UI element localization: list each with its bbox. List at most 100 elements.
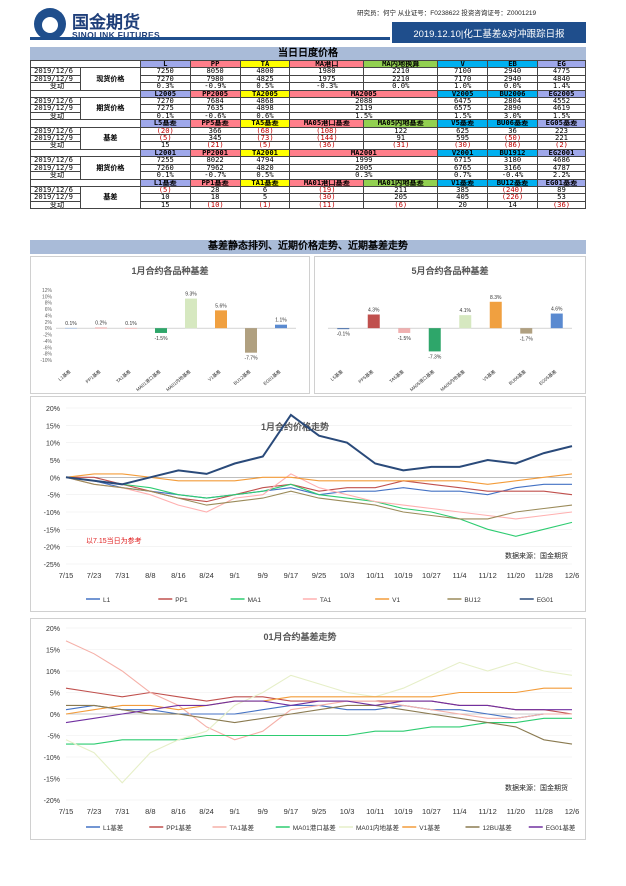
legend-label: MA01港口基差	[293, 823, 336, 832]
bar-6	[245, 328, 257, 353]
table-header-cell: V2001	[437, 148, 489, 158]
y-tick-label: -4%	[43, 339, 52, 345]
table-cell: 2119	[289, 104, 439, 113]
y-tick-label: 12%	[42, 288, 53, 294]
table-cell: 223	[536, 126, 587, 136]
table-cell: 3.0%	[487, 111, 538, 121]
x-tick-label: 10/19	[394, 571, 413, 580]
table-header-cell: TA2005	[239, 89, 291, 99]
y-tick-label: 5%	[50, 691, 60, 698]
table-cell: 7980	[189, 74, 241, 84]
legend-label: TA1	[320, 597, 332, 604]
table-cell: 7170	[437, 74, 489, 84]
table-header-cell: L2005	[139, 89, 191, 99]
y-tick-label: 0%	[45, 326, 53, 332]
x-tick-label: 9/25	[312, 571, 327, 580]
x-tick-label: 7/23	[87, 807, 102, 816]
title-bar-line	[30, 37, 390, 40]
table-cell: 0.1%	[139, 171, 191, 180]
table-cell: 7100	[437, 67, 489, 76]
series-line-5	[65, 687, 572, 715]
table-header-cell: BU12基差	[487, 178, 538, 187]
y-tick-label: 4%	[45, 313, 53, 319]
chart-may-basis-svg: 5月合约各品种基差-0.1%L5基差4.3%PP5基差-1.5%TA5基差-7.…	[314, 256, 586, 394]
table-header-cell: TA5基差	[239, 119, 291, 128]
table-header-cell: PP2001	[189, 148, 241, 158]
table-cell: 0.1%	[139, 111, 191, 121]
table-cell: 6765	[437, 163, 489, 173]
table-cell: (5)	[139, 185, 191, 195]
bar-7	[550, 313, 563, 329]
table-cell: 2088	[289, 97, 439, 106]
table-cell: 1999	[289, 156, 439, 165]
table-header-cell: PP5基差	[189, 119, 241, 128]
table-cell: (108)	[289, 126, 365, 136]
table-cell: (5)	[239, 141, 291, 150]
y-tick-label: -6%	[43, 345, 52, 351]
table-cell: 8050	[189, 67, 241, 76]
table-cell: (240)	[487, 185, 538, 195]
table-cell: 7684	[189, 97, 241, 106]
row-date: 2019/12/9	[30, 134, 81, 143]
table-cell: 18	[189, 193, 241, 202]
table-cell: 6715	[437, 156, 489, 165]
table-header-cell: BU2006	[487, 89, 538, 99]
row-date: 2019/12/6	[30, 185, 81, 195]
company-logo: 国金期货 SINOLINK FUTURES	[34, 6, 184, 42]
table-cell: (50)	[487, 134, 538, 143]
bar-3	[428, 328, 441, 352]
chart-frame	[314, 256, 586, 394]
row-date: 变动	[30, 171, 81, 180]
chart-jan-price-trend: 20% 15% 10% 5% 0% -5% -10% -15% -20% -25% 7/15 7/23…	[30, 396, 586, 612]
table-cell: 2005	[289, 163, 439, 173]
table-row: 变动 0.3% -0.9% 0.5% -0.3% 0.0% 1.0% 0.0% 1.4%	[30, 82, 587, 91]
bar-value-label: 0.2%	[95, 321, 107, 327]
table-cell: (2)	[536, 141, 587, 150]
table-row: 变动 15 (21) (5) (36) (31) (30) (86) (2)	[30, 141, 587, 150]
legend-label: EG01基差	[546, 823, 576, 832]
table-header-cell: L	[139, 59, 191, 69]
table-header-cell: EG01基差	[536, 178, 587, 187]
table-cell: 2940	[487, 67, 538, 76]
x-tick-label: 11/28	[535, 807, 553, 816]
x-tick-label: 12/6	[565, 571, 580, 580]
table-cell: 0.7%	[437, 171, 489, 180]
table-cell: 7260	[139, 163, 191, 173]
legend-label: PP1基差	[166, 823, 192, 832]
table-header-cell: BU1912	[487, 148, 538, 158]
table-header-cell: MA01内地基差	[363, 178, 439, 187]
table-cell: 385	[437, 185, 489, 195]
row-date: 2019/12/6	[30, 126, 81, 136]
x-tick-label: 10/19	[394, 807, 413, 816]
table-cell: 366	[189, 126, 241, 136]
series-line-5	[65, 476, 573, 520]
x-tick-label: 11/4	[453, 807, 467, 816]
table-cell: 7255	[139, 156, 191, 165]
table-cell: (31)	[363, 141, 439, 150]
table-cell: 3166	[487, 163, 538, 173]
x-tick-label: 11/12	[479, 807, 497, 816]
row-date: 2019/12/6	[30, 156, 81, 165]
bar-4	[459, 315, 472, 329]
x-tick-label: 11/28	[535, 571, 553, 580]
table-header-cell: V	[437, 59, 489, 69]
block-label: 期货价格	[79, 156, 141, 180]
table-cell: 1.5%	[437, 111, 489, 121]
table-header-row: L PP TA MA港口 MA内地换算 V EB EG	[30, 59, 587, 69]
table-cell: 1980	[289, 67, 365, 76]
block-label: 基差	[79, 126, 141, 150]
bar-1	[367, 314, 380, 329]
y-tick-label: 15%	[46, 423, 60, 430]
logo-english-name: SINOLINK FUTURES	[72, 30, 160, 40]
table-header-row: L1基差 PP1基差 TA1基差 MA01港口基差 MA01内地基差 V1基差 BU12基差…	[30, 178, 587, 187]
table-cell: -0.9%	[189, 82, 241, 91]
table-cell: 221	[536, 134, 587, 143]
table-cell: (19)	[289, 185, 365, 195]
table-cell: 211	[363, 185, 439, 195]
table-cell: 0.5%	[239, 82, 291, 91]
table-header-row: L5基差 PP5基差 TA5基差 MA05港口基差 MA05内地基差 V5基差 BU06基差…	[30, 119, 587, 128]
table-cell: 14	[487, 200, 538, 210]
bar-value-label: -7.3%	[428, 354, 442, 360]
block-label: 基差	[79, 185, 141, 210]
y-tick-label: 2%	[45, 320, 53, 326]
